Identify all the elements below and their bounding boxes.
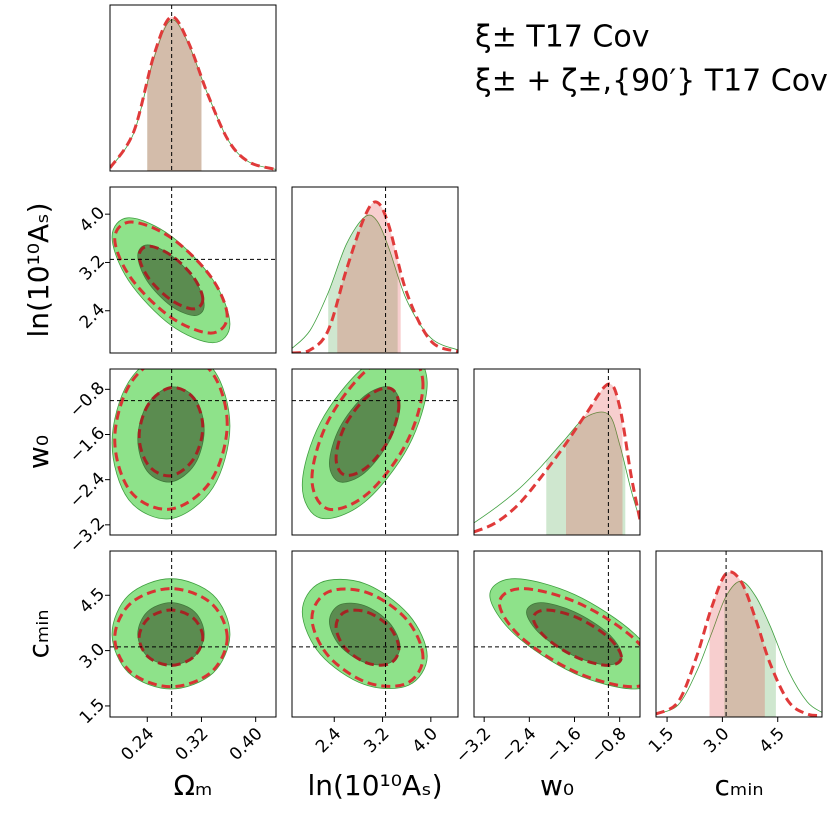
- y-tick-label: 2.4: [76, 300, 109, 333]
- marginal-group: [474, 411, 640, 524]
- marginal-curve: [474, 411, 640, 524]
- panel-frame: [291, 550, 459, 718]
- x-tick-label: −0.8: [587, 724, 630, 767]
- contour-group: [113, 369, 229, 511]
- contour-group: [113, 587, 229, 689]
- interval-band: [147, 19, 202, 171]
- contour: [137, 244, 205, 311]
- contour: [113, 369, 229, 511]
- interval-fill: [147, 19, 202, 171]
- marginal-curve: [656, 570, 822, 717]
- y-tick-label: 1.5: [76, 695, 109, 728]
- x-axis-label: Ωₘ: [174, 769, 213, 802]
- x-axis-label: ln(10¹⁰Aₛ): [307, 769, 442, 802]
- x-tick-label: −2.4: [497, 724, 540, 767]
- contour: [334, 608, 401, 667]
- contour: [334, 386, 401, 477]
- panel-frame: [473, 368, 641, 536]
- contour: [137, 608, 205, 667]
- contour: [497, 587, 640, 689]
- panel-frame: [109, 368, 277, 536]
- interval-band: [337, 201, 401, 353]
- y-tick-label: −2.4: [66, 469, 109, 512]
- contour: [526, 602, 623, 666]
- y-tick-label: 3.0: [76, 640, 109, 673]
- x-tick-label: 4.5: [756, 724, 789, 757]
- x-tick-label: −3.2: [452, 724, 495, 767]
- x-tick-label: −1.6: [542, 724, 585, 767]
- interval-fill: [328, 215, 398, 353]
- marginal-group: [474, 382, 640, 534]
- y-tick-label: −0.8: [66, 378, 109, 421]
- y-tick-label: 4.5: [76, 584, 109, 617]
- panel-frame: [291, 368, 459, 536]
- marginal-curve: [292, 200, 458, 353]
- panel-frame: [291, 186, 459, 354]
- legend-entry: ξ± + ζ±,{90′} T17 Cov: [475, 64, 828, 99]
- y-tick-label: 4.0: [76, 203, 109, 236]
- interval-fill: [147, 16, 202, 171]
- panel-frame: [109, 186, 277, 354]
- x-tick-label: 0.32: [172, 724, 213, 765]
- contour: [137, 386, 205, 478]
- panel-frame: [109, 550, 277, 718]
- x-tick-label: 0.24: [117, 724, 158, 765]
- contour-group: [301, 578, 428, 690]
- contour-group: [497, 587, 640, 689]
- contour-group: [310, 587, 425, 688]
- x-tick-label: 3.0: [700, 724, 733, 757]
- x-tick-label: 1.5: [645, 724, 678, 757]
- y-tick-label: −1.6: [66, 423, 109, 466]
- panel-frame: [473, 550, 641, 718]
- contour-group: [113, 220, 229, 335]
- x-tick-label: 4.0: [409, 724, 442, 757]
- x-tick-label: 3.2: [360, 724, 393, 757]
- panel-frame: [655, 550, 823, 718]
- y-axis-label: w₀: [22, 435, 55, 469]
- contour-group: [310, 369, 425, 512]
- contour: [113, 220, 229, 335]
- marginal-curve: [474, 382, 640, 534]
- interval-band: [724, 581, 776, 717]
- interval-fill: [724, 581, 776, 717]
- marginal-group: [110, 15, 276, 171]
- contour: [310, 369, 425, 512]
- interval-band: [147, 16, 202, 171]
- y-tick-label: 3.2: [76, 251, 109, 284]
- contour: [531, 608, 623, 667]
- contour-group: [111, 578, 231, 690]
- x-axis-label: w₀: [540, 769, 574, 802]
- legend-entry: ξ± T17 Cov: [475, 20, 650, 55]
- y-axis-label: ln(10¹⁰Aₛ): [22, 202, 55, 337]
- contour-group: [111, 369, 231, 520]
- y-axis-label: cₘᵢₙ: [22, 610, 55, 659]
- contour: [310, 587, 425, 688]
- marginal-group: [656, 570, 822, 717]
- interval-fill: [337, 201, 401, 353]
- marginal-group: [292, 200, 458, 353]
- contour: [137, 386, 205, 483]
- x-tick-label: 2.4: [312, 724, 345, 757]
- x-tick-label: 0.40: [226, 724, 267, 765]
- panel-frame: [109, 4, 277, 172]
- y-tick-label: −3.2: [66, 514, 109, 557]
- interval-band: [328, 215, 398, 353]
- contour-group: [489, 578, 640, 690]
- x-axis-label: cₘᵢₙ: [715, 769, 764, 802]
- marginal-curve: [110, 15, 276, 171]
